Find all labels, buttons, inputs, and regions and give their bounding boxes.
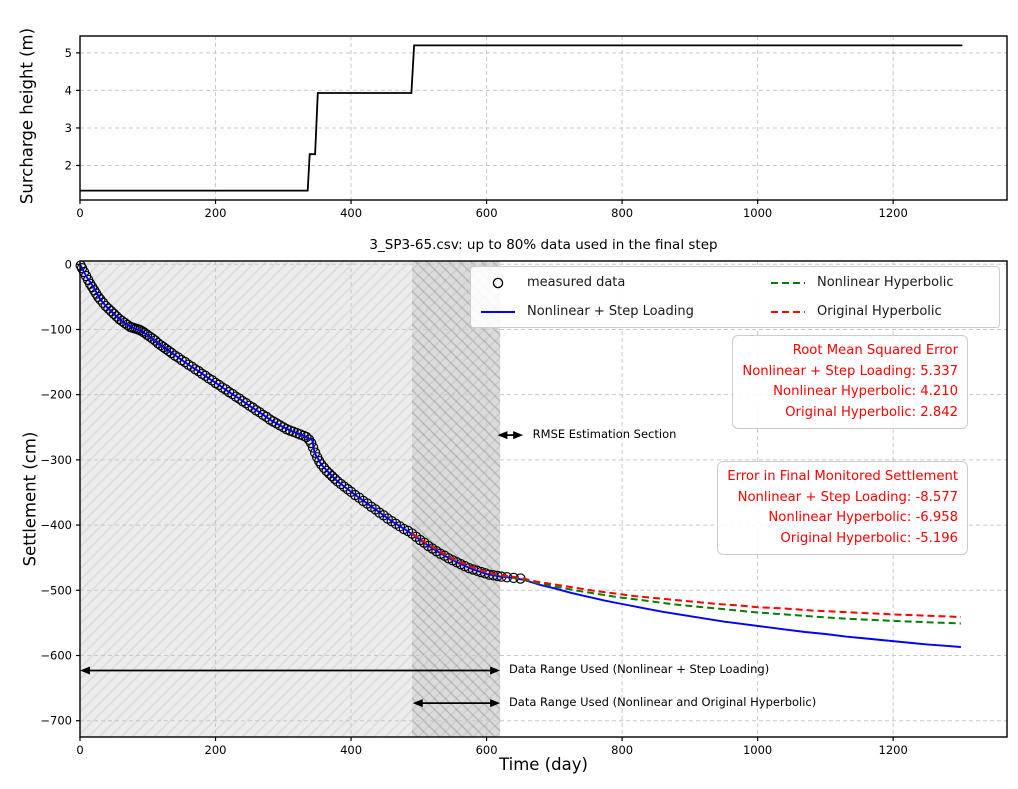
rmse-box-line: Nonlinear Hyperbolic: 4.210	[773, 384, 958, 399]
bottom-y-axis-label: Settlement (cm)	[20, 431, 40, 567]
axes-frame	[79, 260, 1008, 738]
svg-text:1000: 1000	[743, 206, 772, 220]
tick-labels: 0 200 400 600 800 1000 1200 0 −100 −200 −300 −400 −5…	[40, 257, 907, 757]
legend-label: Nonlinear + Step Loading	[527, 304, 694, 319]
dashed-line-sample-icon	[771, 310, 805, 313]
grid-lines	[79, 36, 1007, 200]
svg-text:800: 800	[611, 743, 633, 757]
rmse-box-line: Original Hyperbolic: 2.842	[785, 404, 958, 420]
svg-text:−300: −300	[40, 453, 72, 467]
legend-item-nonlinear-hyperbolic: Nonlinear Hyperbolic	[769, 275, 991, 291]
final-error-box-line: Nonlinear Hyperbolic: -6.958	[768, 510, 958, 525]
svg-text:−700: −700	[40, 714, 72, 728]
rmse-box-line: Nonlinear + Step Loading: 5.337	[742, 363, 958, 379]
legend-item-step-loading: Nonlinear + Step Loading	[479, 304, 769, 320]
legend-label: measured data	[527, 275, 626, 290]
axes-frame	[79, 35, 1008, 201]
svg-text:−500: −500	[40, 583, 72, 597]
legend-item-measured-data: measured data	[479, 275, 769, 291]
legend-label: Nonlinear Hyperbolic	[817, 275, 954, 290]
svg-text:−200: −200	[40, 388, 72, 402]
legend-label: Original Hyperbolic	[817, 304, 942, 319]
svg-text:400: 400	[340, 743, 362, 757]
series-surcharge-height	[80, 44, 963, 192]
shaded-region-data-used-hyperbolic-rmse-section	[412, 261, 501, 737]
final-error-box-line: Original Hyperbolic: -5.196	[780, 530, 958, 546]
svg-text:4: 4	[65, 83, 72, 97]
svg-text:600: 600	[476, 206, 498, 220]
data-range-hyperbolic-label: Data Range Used (Nonlinear and Original …	[508, 695, 817, 710]
svg-text:200: 200	[205, 743, 227, 757]
legend: measured data Nonlinear + Step Loading N…	[470, 266, 1000, 328]
data-range-step-loading-label: Data Range Used (Nonlinear + Step Loadin…	[508, 662, 770, 677]
dashed-line-sample-icon	[771, 281, 805, 284]
open-circle-marker-icon	[492, 277, 504, 288]
series-nonlinear-step-loading	[79, 263, 961, 648]
svg-text:2: 2	[65, 158, 72, 172]
series-original-hyperbolic	[411, 532, 961, 618]
svg-text:1200: 1200	[879, 743, 908, 757]
svg-text:−600: −600	[40, 648, 72, 662]
final-error-box-title: Error in Final Monitored Settlement	[727, 469, 958, 484]
x-axis-label: Time (day)	[499, 755, 588, 774]
rmse-section-label: RMSE Estimation Section	[532, 427, 677, 442]
annotation-arrow-0	[497, 431, 524, 440]
annotation-arrow-1	[80, 666, 501, 675]
tick-labels: 0 200 400 600 800 1000 1200 2 3 4 5	[65, 46, 908, 220]
svg-text:5: 5	[65, 46, 72, 60]
rmse-box: Root Mean Squared Error Nonlinear + Step…	[732, 335, 968, 429]
chart-title: 3_SP3-65.csv: up to 80% data used in the…	[369, 237, 718, 253]
svg-text:600: 600	[476, 743, 498, 757]
svg-text:1200: 1200	[879, 206, 908, 220]
svg-text:0: 0	[65, 257, 72, 271]
svg-text:−400: −400	[40, 518, 72, 532]
top-y-axis-label: Surcharge height (m)	[17, 27, 37, 205]
svg-text:0: 0	[76, 743, 83, 757]
svg-text:400: 400	[340, 206, 362, 220]
surcharge-chart: 0 200 400 600 800 1000 1200 2 3 4 5	[65, 35, 1008, 220]
rmse-box-title: Root Mean Squared Error	[792, 343, 958, 358]
solid-line-sample-icon	[481, 310, 515, 313]
annotation-arrow-2	[412, 699, 501, 708]
svg-text:200: 200	[205, 206, 227, 220]
legend-item-original-hyperbolic: Original Hyperbolic	[769, 304, 991, 320]
svg-text:3: 3	[65, 121, 72, 135]
svg-text:1000: 1000	[743, 743, 772, 757]
svg-text:−100: −100	[40, 322, 72, 336]
final-error-box-line: Nonlinear + Step Loading: -8.577	[737, 489, 958, 505]
settlement-chart: 0 200 400 600 800 1000 1200 0 −100 −200 −300 −400 −5…	[40, 257, 1008, 757]
svg-text:800: 800	[611, 206, 633, 220]
svg-text:0: 0	[76, 206, 83, 220]
final-error-box: Error in Final Monitored Settlement Nonl…	[717, 461, 968, 555]
series-measured-data	[75, 260, 526, 584]
